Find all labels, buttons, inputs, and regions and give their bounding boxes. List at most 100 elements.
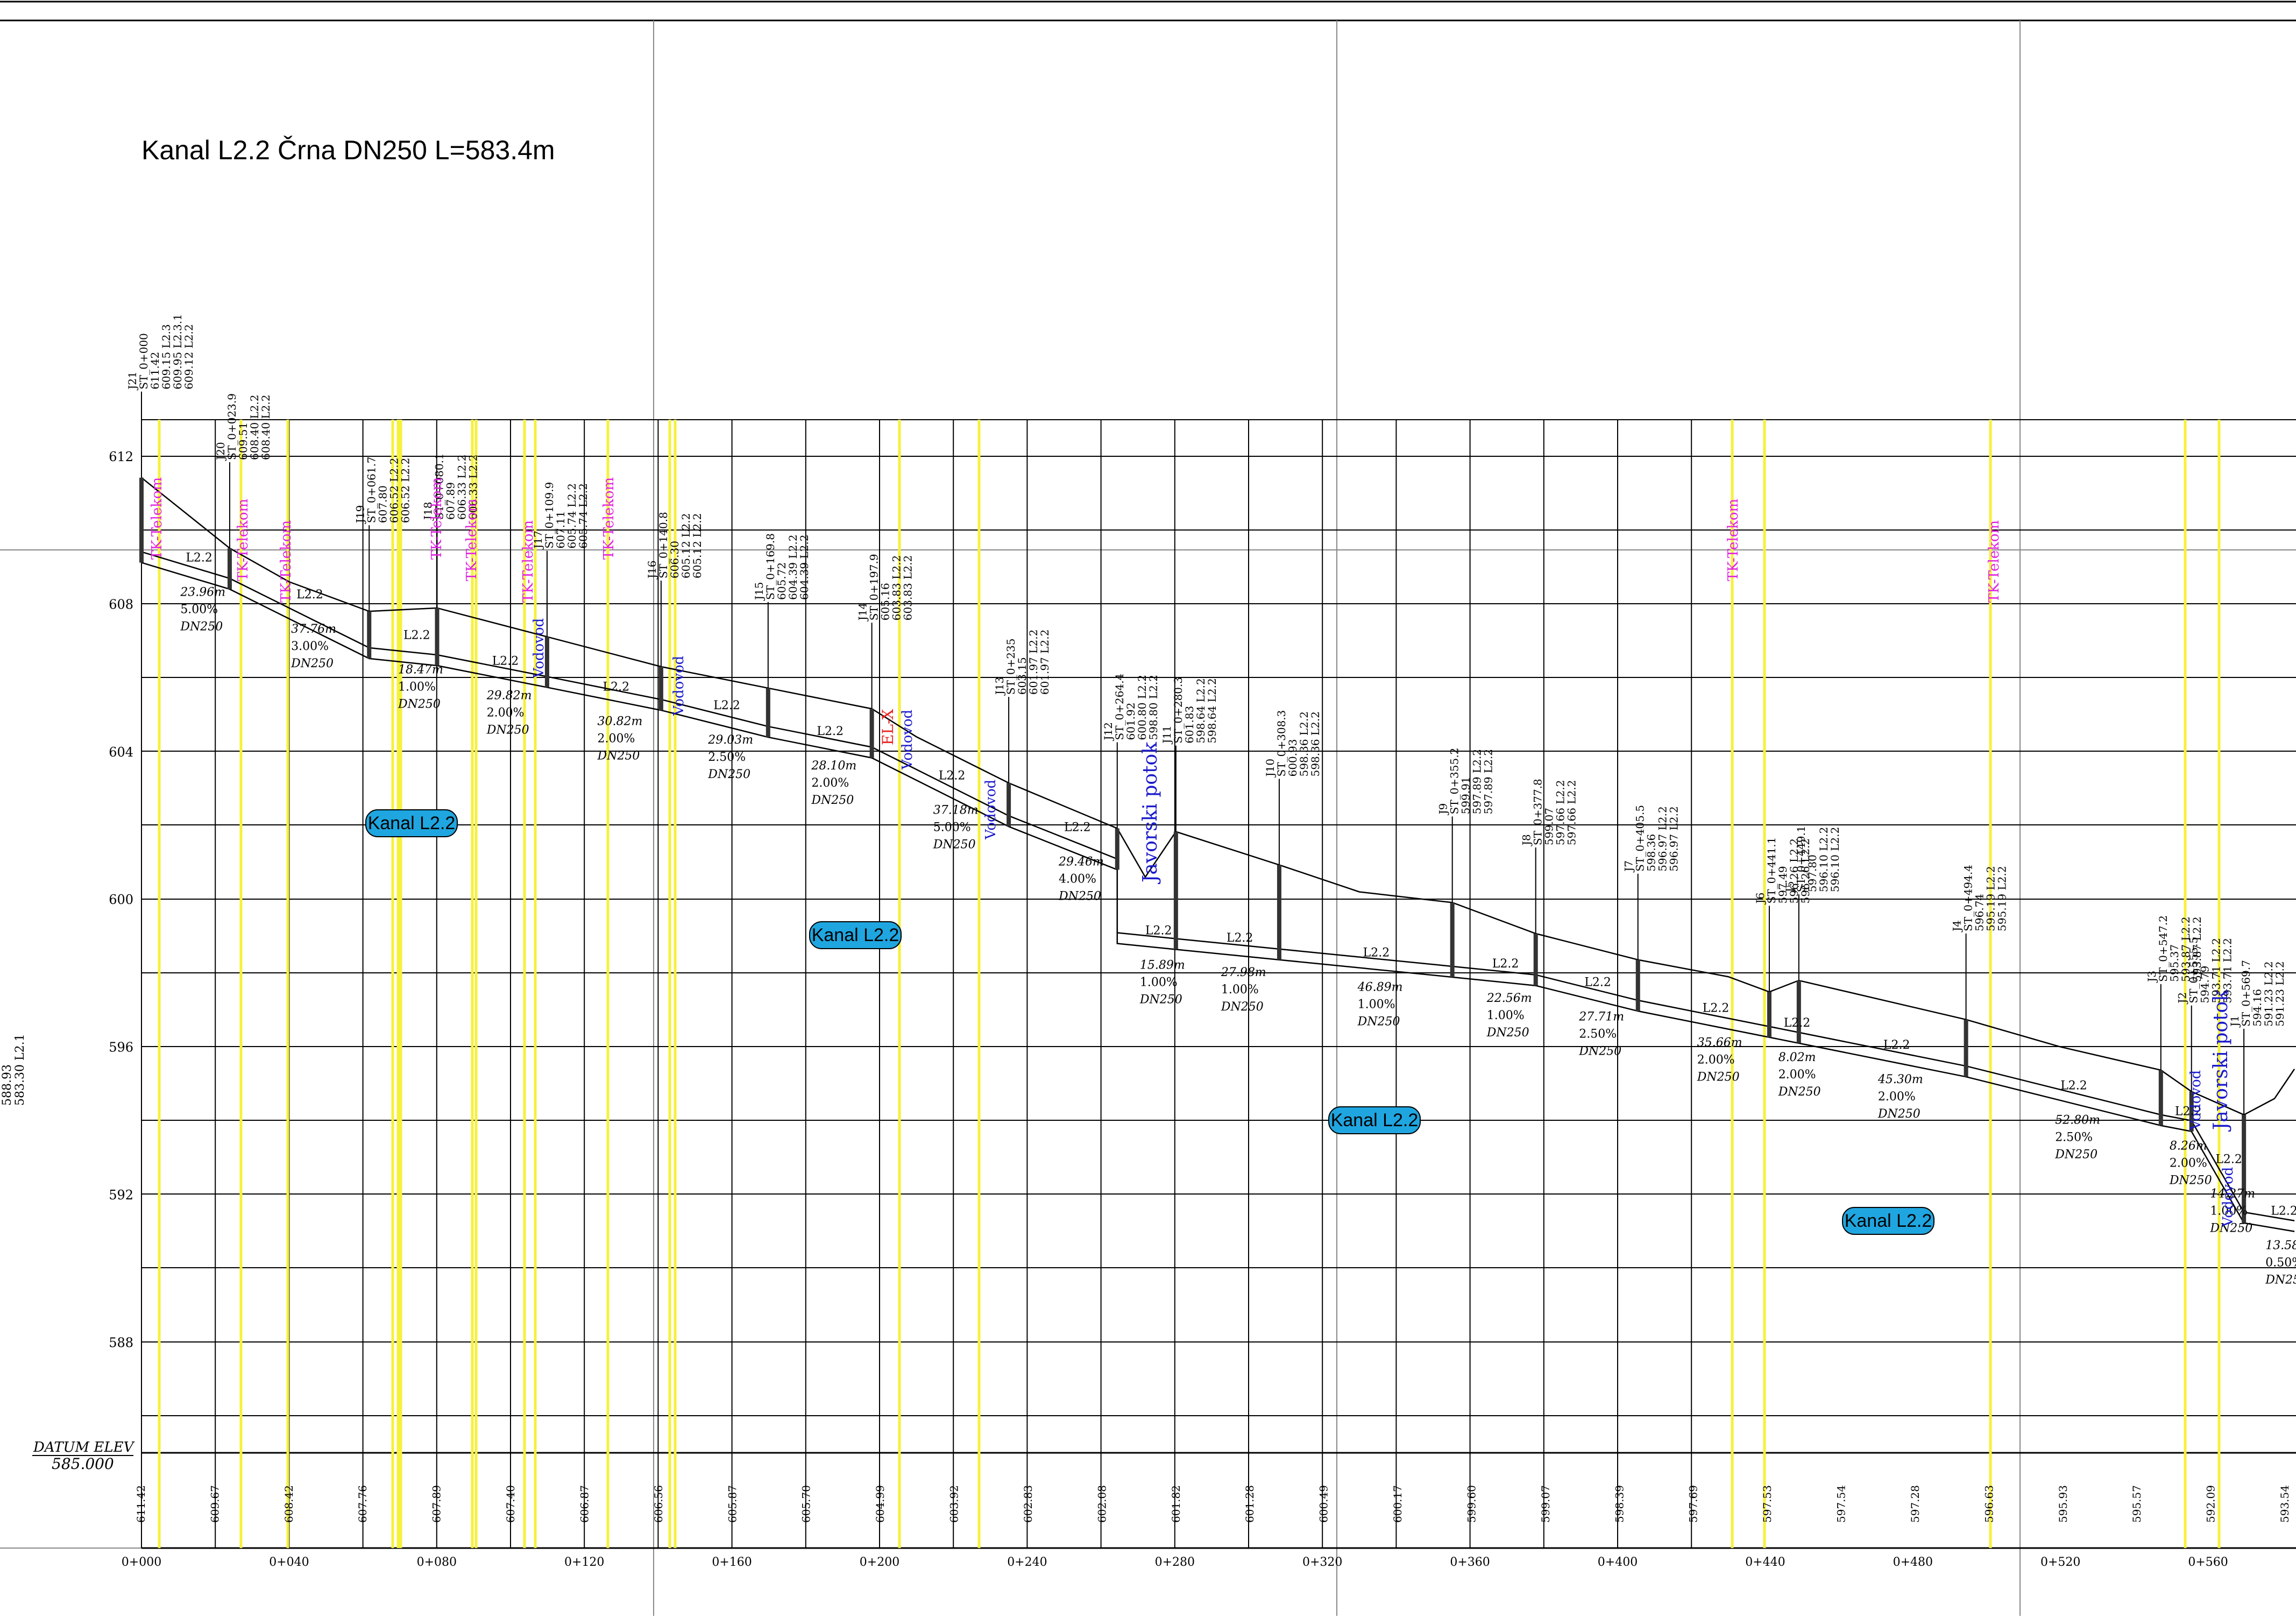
manhole-label-J20-line-3: 608.40 L2.2 — [248, 394, 261, 460]
segment-pipe-label-7: L2.2 — [939, 769, 966, 782]
telekom-crossing-label-7: TK-Telekom — [1725, 499, 1741, 581]
elektro-crossing-label: EL-X — [879, 709, 897, 745]
segment-info-1-line-2: DN250 — [290, 657, 334, 670]
manhole-label-J6-line-4: 596.26 L2.2 — [1799, 838, 1812, 903]
segment-pipe-label-2: L2.2 — [403, 629, 430, 642]
segment-info-9-line-1: 1.00% — [1140, 976, 1178, 989]
manhole-bar-2 — [367, 611, 372, 659]
manhole-label-J16-line-2: 606.30 — [668, 541, 681, 578]
manhole-label-J3-line-1: ST_0+547.2 — [2157, 915, 2170, 982]
segment-info-15-line-1: 2.00% — [1778, 1068, 1816, 1082]
utility-crossing-lines — [158, 420, 2221, 1548]
manhole-bar-1 — [227, 548, 232, 589]
manhole-label-J17-line-0: J17 — [532, 531, 544, 549]
segment-info-19-line-1: 1.00% — [2210, 1205, 2248, 1218]
manhole-label-J15-line-3: 604.39 L2.2 — [786, 534, 799, 599]
manhole-label-J13-line-1: ST_0+235 — [1004, 638, 1017, 695]
station-label-0+320: 0+320 — [1302, 1556, 1342, 1569]
manhole-label-J1-line-3: 591.23 L2.2 — [2262, 961, 2275, 1026]
manhole-label-J15-line-0: J15 — [753, 582, 766, 600]
datum-value: 585.000 — [52, 1455, 114, 1473]
segment-info-5-line-2: DN250 — [707, 768, 750, 781]
ground-elevation-13: 602.08 — [1095, 1485, 1108, 1523]
manhole-label-J17-line-2: 607.11 — [554, 511, 567, 548]
manhole-bar-17 — [1964, 1019, 1968, 1077]
segment-info-16-line-0: 45.30m — [1877, 1073, 1923, 1086]
manhole-label-J16-line-3: 605.12 L2.2 — [679, 513, 692, 578]
manhole-label-J11-line-2: 601.83 — [1183, 706, 1196, 744]
manhole-label-J14-line-1: ST_0+197.9 — [868, 554, 881, 620]
segment-pipe-label-16: L2.2 — [1883, 1038, 1910, 1052]
manhole-label-J4-line-4: 595.19 L2.2 — [1996, 866, 2009, 931]
kanal-badge-label-1: Kanal L2.2 — [812, 925, 899, 945]
kanal-badge-3: Kanal L2.2 — [1842, 1207, 1934, 1235]
manhole-label-J11-line-3: 598.64 L2.2 — [1194, 678, 1207, 743]
manhole-bar-11 — [1277, 865, 1281, 960]
manhole-label-J4-line-2: 596.74 — [1973, 894, 1986, 931]
manhole-label-J21-line-3: 609.15 L2.3 — [160, 324, 173, 389]
manhole-label-J8-line-0: J8 — [1520, 834, 1533, 846]
ground-elevation-5: 607.40 — [504, 1485, 517, 1523]
manhole-label-J13-line-4: 601.97 L2.2 — [1038, 630, 1051, 695]
manhole-label-J7-line-1: ST_0+405.5 — [1634, 805, 1647, 872]
manhole-label-J12-line-0: J12 — [1102, 722, 1115, 741]
kanal-badge-label-2: Kanal L2.2 — [1331, 1110, 1419, 1131]
segment-info-1-line-1: 3.00% — [291, 640, 329, 653]
ground-elevation-12: 602.83 — [1022, 1485, 1034, 1523]
segment-info-17-line-0: 52.80m — [2055, 1114, 2100, 1127]
segment-info-10-line-1: 1.00% — [1221, 983, 1259, 997]
manhole-label-J15-line-2: 605.72 — [775, 562, 788, 600]
segment-info-8-line-0: 29.46m — [1058, 855, 1104, 868]
ground-elevation-3: 607.76 — [356, 1485, 369, 1523]
segment-info-14-line-2: DN250 — [1697, 1070, 1740, 1084]
station-label-0+160: 0+160 — [712, 1556, 752, 1569]
segment-info-6-line-1: 2.00% — [811, 776, 849, 790]
manhole-bar-0 — [139, 477, 144, 563]
ground-elevation-28: 592.09 — [2205, 1485, 2217, 1523]
elevation-grid — [141, 419, 2296, 1549]
manhole-label-J15-line-1: ST_0+169.8 — [764, 533, 777, 600]
manhole-label-J21-line-4: 609.95 L2.3.1 — [171, 314, 184, 390]
manhole-label-J10-line-2: 600.93 — [1286, 739, 1299, 776]
manhole-label-J21-line-5: 609.12 L2.2 — [182, 324, 195, 389]
manhole-bar-9 — [1115, 828, 1119, 870]
ground-elevation-8: 605.87 — [726, 1485, 739, 1523]
manhole-label-J2-line-0: J2 — [2176, 992, 2189, 1005]
potok-crossing-label-2: Javorski potok — [2210, 989, 2232, 1132]
segment-info-9-line-2: DN250 — [1139, 993, 1182, 1006]
segment-info-0-line-1: 5.00% — [180, 603, 218, 617]
segment-info-14-line-1: 2.00% — [1697, 1053, 1735, 1066]
station-label-0+240: 0+240 — [1007, 1556, 1047, 1569]
manhole-label-J1-line-1: ST_0+569.7 — [2240, 960, 2252, 1027]
manhole-label-J18-line-1: ST_0+080.1 — [433, 453, 445, 520]
manhole-label-J20-line-2: 609.51 — [237, 422, 250, 460]
ground-elevation-6: 606.87 — [578, 1485, 591, 1523]
manhole-label-J6-line-0: J6 — [1754, 893, 1767, 905]
manhole-bar-18 — [2158, 1070, 2163, 1126]
manhole-label-J9-line-0: J9 — [1437, 803, 1450, 816]
datum-label: DATUM ELEV — [33, 1439, 135, 1456]
segment-info-15-line-2: DN250 — [1778, 1085, 1821, 1099]
manhole-label-J11-line-1: ST_0+280.3 — [1172, 677, 1185, 744]
telekom-crossing-label-3: TK-Telekom — [429, 477, 445, 560]
segment-pipe-label-9: L2.2 — [1145, 924, 1172, 937]
segment-pipe-label-3: L2.2 — [492, 655, 519, 668]
ground-elevation-15: 601.28 — [1243, 1485, 1256, 1523]
ground-elevation-23: 597.54 — [1835, 1485, 1848, 1523]
manhole-label-J20-line-0: J20 — [214, 442, 227, 461]
segment-info-3-line-0: 29.82m — [486, 689, 532, 703]
telekom-crossing-label-0: TK-Telekom — [149, 477, 165, 560]
segment-pipe-label-12: L2.2 — [1492, 957, 1519, 971]
segment-info-17-line-1: 2.50% — [2055, 1131, 2093, 1144]
manhole-label-J7-line-0: J7 — [1622, 860, 1635, 873]
manhole-bar-16 — [1796, 980, 1801, 1043]
elevation-axis: 612 608 604 600 596 592 588 — [109, 449, 133, 1350]
segment-info-15-line-0: 8.02m — [1778, 1051, 1816, 1064]
ground-elevation-22: 597.53 — [1761, 1485, 1774, 1523]
station-label-0+360: 0+360 — [1450, 1556, 1490, 1569]
manhole-label-J4-line-0: J4 — [1951, 920, 1964, 932]
elevation-tick-label-592: 592 — [109, 1188, 133, 1203]
